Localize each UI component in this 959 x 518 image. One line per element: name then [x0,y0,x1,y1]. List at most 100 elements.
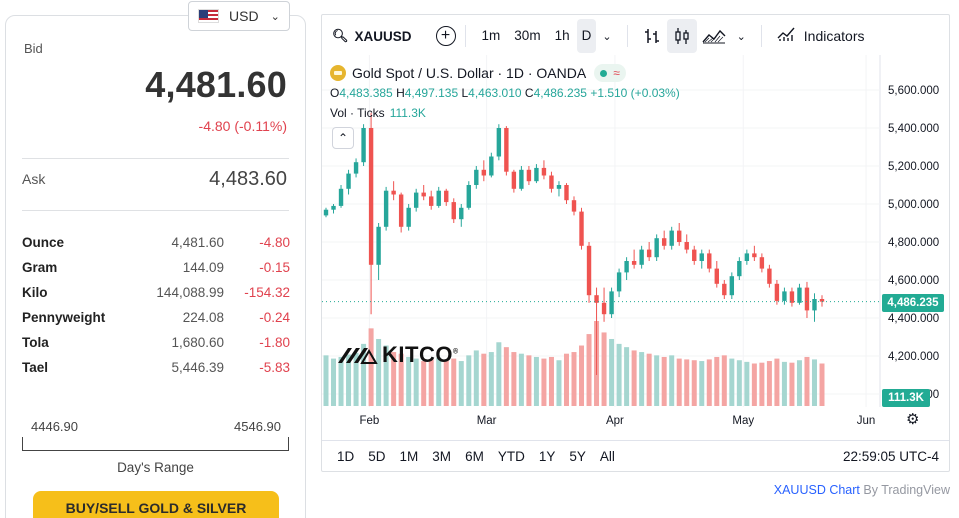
interval-d[interactable]: D [576,19,597,53]
y-tick-label: 5,400.000 [888,123,939,135]
currency-select[interactable]: USD ⌄ [188,1,290,31]
volume-bar [616,343,622,406]
candle-body [526,169,532,182]
volume-bar [804,356,810,406]
area-style-icon[interactable] [697,19,731,53]
candle-body [759,257,765,269]
unit-change: -4.80 [259,235,290,250]
range-1y[interactable]: 1Y [538,449,556,464]
candle-body [406,207,411,227]
volume-bar [789,362,795,406]
ohlc-values: O4,483.385 H4,497.135 L4,463.010 C4,486.… [330,86,680,102]
bid-label: Bid [24,41,43,56]
candle-body [654,238,659,258]
chevron-down-icon[interactable]: ⌄ [736,30,746,43]
candle-body [737,261,742,277]
range-1m[interactable]: 1M [399,449,419,464]
range-5d[interactable]: 5D [368,449,386,464]
y-tick-label: 4,600.000 [888,275,939,287]
volume-bar [496,342,502,406]
candle-body [616,272,622,292]
volume-bar [669,355,675,406]
candle-body [744,253,750,261]
tradingview-link[interactable]: By TradingView [863,483,950,497]
indicators-label: Indicators [803,28,865,44]
candle-body [624,261,629,273]
volume-bar [796,360,802,406]
close-value: 4,486.235 [533,86,587,100]
range-bar: 1D 5D 1M 3M 6M YTD 1Y 5Y All 22:59:05 UT… [322,440,949,472]
price-chart[interactable]: 5,600.000 5,400.000 5,200.000 5,000.000 4,80… [322,15,951,440]
volume-bar [759,362,765,406]
volume-bar [518,353,524,406]
candle-style-icon[interactable] [666,19,697,53]
unit-change: -0.15 [259,260,290,275]
range-ytd[interactable]: YTD [497,449,525,464]
interval-1m[interactable]: 1m [481,28,501,43]
unit-row-tola: Tola 1,680.60 -1.80 [22,330,290,355]
x-tick-label: May [732,415,754,427]
candle-body [677,230,682,242]
close-key: C [524,86,534,100]
volume-bar [361,343,367,406]
tradingview-attribution[interactable]: XAUUSD Chart By TradingView [774,483,950,497]
chevron-up-icon[interactable]: ⌃ [332,127,354,149]
range-3m[interactable]: 3M [432,449,452,464]
range-1d[interactable]: 1D [337,449,355,464]
market-status-badge[interactable]: ≈ [594,64,626,82]
divider [22,210,289,211]
x-tick-label: Feb [360,415,380,427]
candle-body [669,230,674,246]
range-5y[interactable]: 5Y [569,449,586,464]
interval-30m[interactable]: 30m [514,28,541,43]
unit-value: 5,446.39 [171,360,224,375]
delayed-wave-icon: ≈ [613,66,620,80]
x-tick-label: Mar [477,415,497,427]
candle-body [782,291,787,301]
candle-body [436,190,441,206]
x-tick-label: Apr [606,415,624,427]
volume-bar [421,361,427,406]
compare-plus-icon[interactable]: + [435,26,456,46]
volume-bar [331,358,337,406]
indicators-button[interactable]: Indicators [777,26,865,47]
bar-style-icon[interactable] [637,19,667,53]
candle-body [714,268,719,284]
candle-body [413,192,419,208]
range-6m[interactable]: 6M [465,449,484,464]
range-all[interactable]: All [599,449,615,464]
divider [22,158,289,159]
volume-bar [744,361,750,406]
symbol-search[interactable]: 🔍︎ XAUUSD [332,19,412,53]
candle-body [684,242,689,250]
y-tick-label: 4,400.000 [888,313,939,325]
candle-body [451,202,456,220]
buy-sell-button[interactable]: BUY/SELL GOLD & SILVER [33,491,279,518]
candle-body [368,128,374,265]
candle-body [383,190,389,227]
volume-bar [503,347,509,406]
candle-body [511,171,517,189]
volume-bar [353,352,359,406]
volume-bar [346,354,352,406]
volume-bar [639,352,645,406]
chart-clock[interactable]: 22:59:05 UTC-4 [842,449,939,464]
kitco-watermark: KITCO® [336,342,459,368]
volume-bar [368,328,374,406]
unit-row-pennyweight: Pennyweight 224.08 -0.24 [22,305,290,330]
chevron-down-icon[interactable]: ⌄ [602,30,612,43]
candle-body [338,188,344,206]
volume-legend: Vol · Ticks 111.3K [330,106,680,122]
day-range-high: 4546.90 [234,419,281,434]
volume-bar [541,358,547,406]
candle-body [421,192,426,197]
interval-1h[interactable]: 1h [554,28,570,43]
unit-change: -5.83 [259,360,290,375]
volume-label: Vol · Ticks [330,106,385,120]
kitco-logo-text: KITCO® [382,342,459,367]
symbol-name: XAUUSD [354,28,412,44]
symbol-chart-link[interactable]: XAUUSD Chart [773,483,860,497]
settings-gear-icon[interactable]: ⚙︎ [906,411,920,428]
legend-title-row: Gold Spot / U.S. Dollar · 1D · OANDA ≈ [330,63,680,83]
